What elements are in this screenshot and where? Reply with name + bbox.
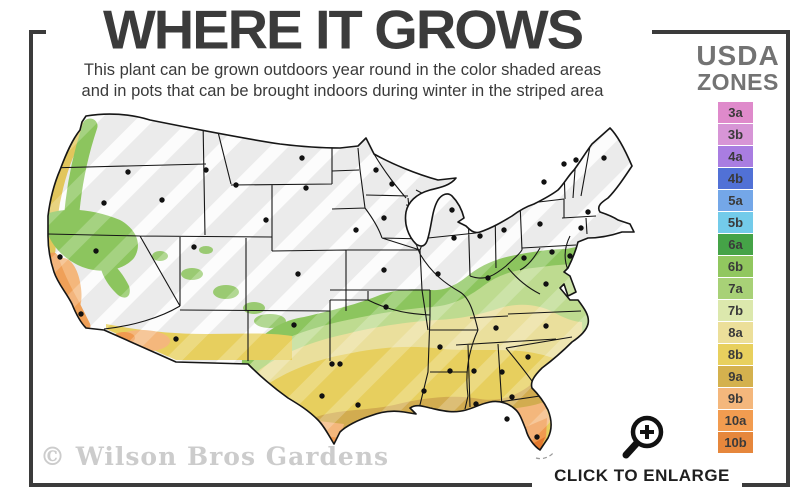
zone-swatch-6b: 6b [718,256,753,277]
zone-list: 3a 3b 4a 4b 5a 5b 6a 6b 7a 7b 8a 8b 9a 9b 10a 10b [718,102,753,454]
zone-swatch-3b: 3b [718,124,753,145]
frame-top-right-segment [652,30,790,34]
zone-swatch-9a: 9a [718,366,753,387]
frame-bottom-left-segment [29,483,532,487]
subtitle-line-1: This plant can be grown outdoors year ro… [83,61,602,79]
legend-heading-usda: USDA [696,40,780,71]
frame-top-left-segment [29,30,46,34]
click-to-enlarge-button[interactable]: CLICK TO ENLARGE [554,466,730,485]
frame-bottom-right-segment [742,483,790,487]
frame-right-segment [786,30,790,487]
zone-swatch-8a: 8a [718,322,753,343]
zone-swatch-5a: 5a [718,190,753,211]
page-title: WHERE IT GROWS [102,0,584,61]
zone-swatch-6a: 6a [718,234,753,255]
state-borders [48,119,597,414]
zone-swatch-10b: 10b [718,432,753,453]
subtitle-line-2: and in pots that can be brought indoors … [81,82,604,100]
zone-swatch-4a: 4a [718,146,753,167]
legend-heading: USDA ZONES [688,40,788,95]
subtitle: This plant can be grown outdoors year ro… [30,60,655,102]
magnifier-plus-icon[interactable] [618,406,672,462]
zone-swatch-7b: 7b [718,300,753,321]
zone-swatch-8b: 8b [718,344,753,365]
city-dots [57,155,607,440]
legend-heading-zones: ZONES [697,69,779,95]
florida-keys [535,451,555,460]
zone-swatch-10a: 10a [718,410,753,431]
zone-swatch-7a: 7a [718,278,753,299]
us-outline [47,113,635,451]
zone-swatch-4b: 4b [718,168,753,189]
watermark: © Wilson Bros Gardens [40,442,390,471]
zone-swatch-9b: 9b [718,388,753,409]
zone-swatch-3a: 3a [718,102,753,123]
zone-swatch-5b: 5b [718,212,753,233]
frame-left-segment [29,30,33,487]
usda-zone-map[interactable] [40,108,670,476]
